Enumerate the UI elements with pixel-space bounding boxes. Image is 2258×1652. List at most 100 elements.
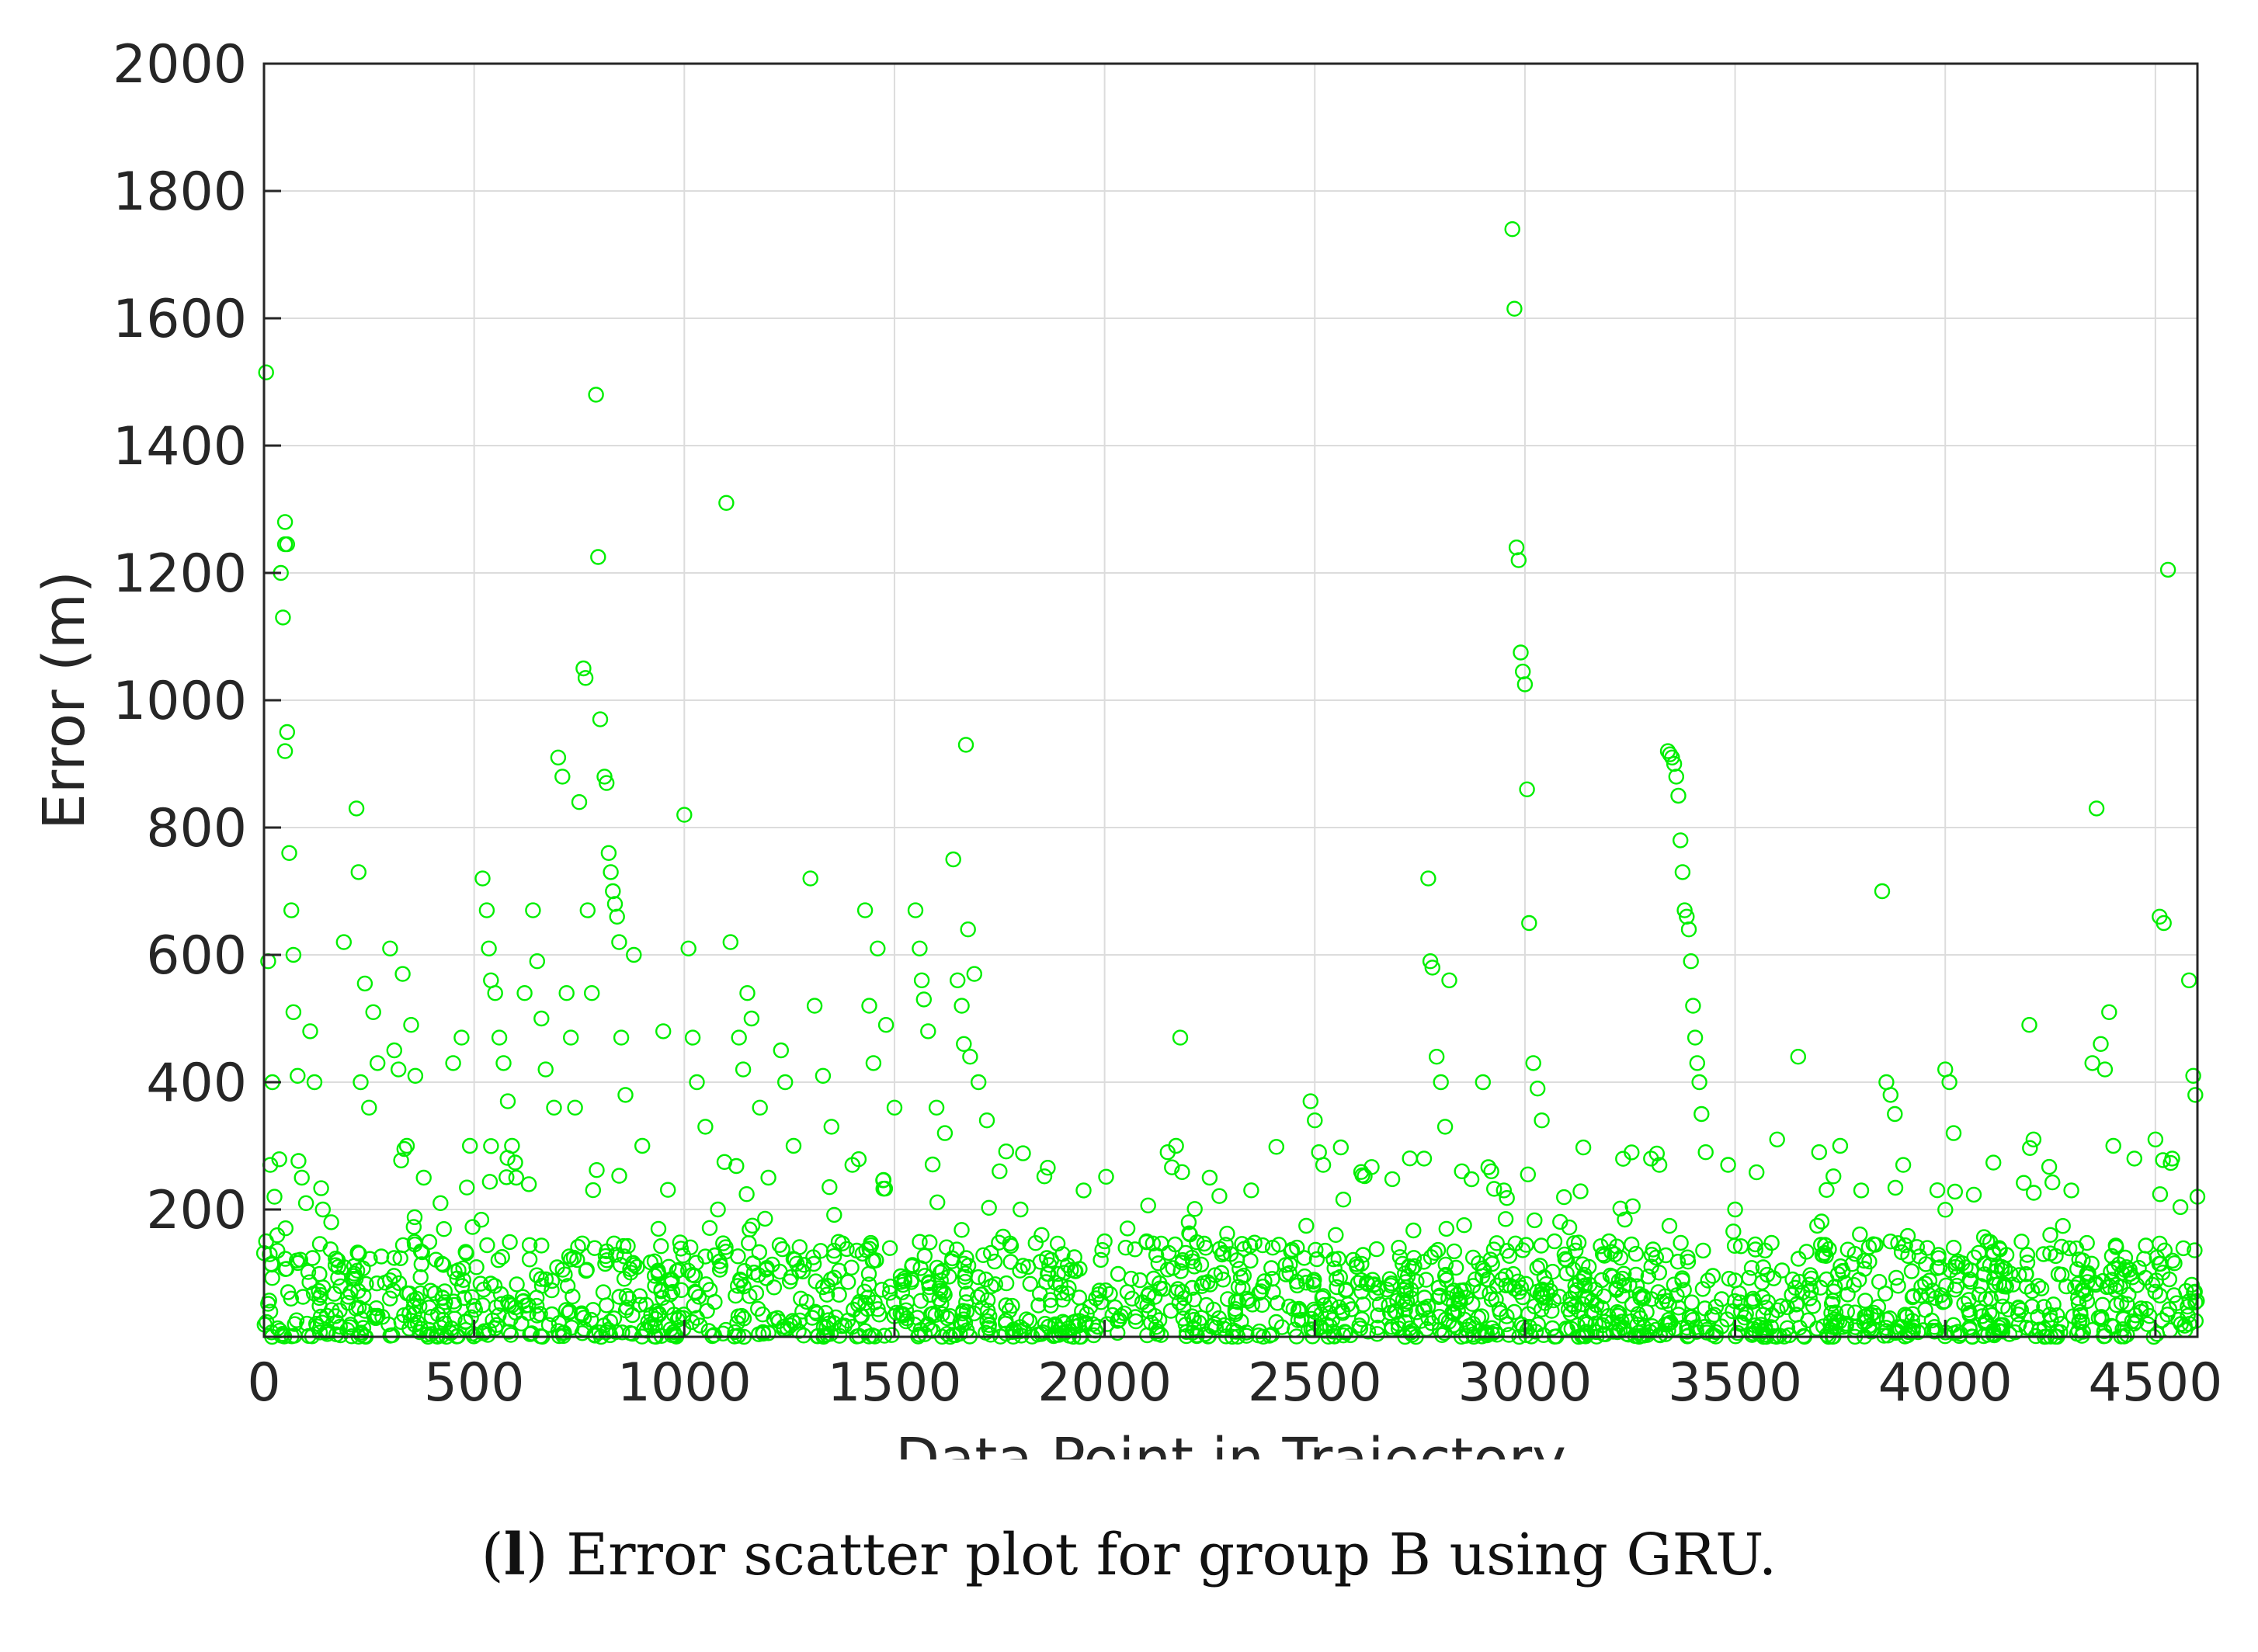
data-point xyxy=(1704,1268,1721,1284)
data-point xyxy=(1390,1320,1407,1337)
data-point xyxy=(1962,1262,1979,1279)
data-point xyxy=(277,1251,294,1267)
data-point xyxy=(707,1293,723,1310)
data-point xyxy=(2068,1240,2085,1257)
data-point xyxy=(1552,1213,1568,1230)
data-point xyxy=(1594,1246,1611,1262)
data-point xyxy=(966,966,983,982)
data-point xyxy=(328,1250,344,1267)
data-point xyxy=(1334,1305,1351,1321)
data-point xyxy=(2019,1255,2036,1271)
data-point xyxy=(1429,1241,1447,1258)
data-point xyxy=(1706,1307,1723,1323)
data-point xyxy=(558,1302,575,1318)
data-point xyxy=(1305,1301,1322,1318)
data-point xyxy=(1652,1327,1668,1343)
data-point xyxy=(1668,769,1685,785)
data-point xyxy=(1148,1247,1165,1264)
data-point xyxy=(1811,1144,1828,1161)
data-point xyxy=(1056,1315,1073,1332)
data-point xyxy=(1887,1179,1904,1196)
data-point xyxy=(806,998,823,1014)
data-point xyxy=(730,1308,747,1324)
data-point xyxy=(687,1285,704,1301)
data-point xyxy=(595,1284,612,1300)
data-point xyxy=(2103,1248,2121,1265)
data-point xyxy=(1529,1080,1546,1097)
data-point xyxy=(1909,1239,1926,1255)
data-point xyxy=(1145,1235,1162,1252)
data-point xyxy=(1123,1270,1139,1287)
data-point xyxy=(1670,1307,1687,1323)
data-point xyxy=(1595,1326,1612,1342)
data-point xyxy=(1369,1326,1385,1342)
data-point xyxy=(1316,1296,1332,1314)
data-point xyxy=(1519,781,1535,797)
data-point xyxy=(1002,1235,1019,1252)
y-tick-label: 1200 xyxy=(113,543,247,605)
data-point xyxy=(300,1264,317,1280)
data-point xyxy=(436,1220,452,1237)
data-point xyxy=(2172,1199,2189,1216)
data-point xyxy=(1748,1164,1765,1181)
data-point xyxy=(1615,1319,1632,1336)
data-point xyxy=(760,1325,776,1341)
data-point xyxy=(893,1274,909,1290)
data-point xyxy=(644,1318,660,1335)
data-point xyxy=(1353,1311,1370,1328)
data-point xyxy=(1981,1304,1998,1321)
data-point xyxy=(1904,1289,1921,1306)
data-point xyxy=(655,1289,671,1307)
data-point xyxy=(1515,1319,1532,1336)
data-point xyxy=(934,1306,950,1322)
data-point xyxy=(483,1138,499,1154)
data-point xyxy=(1532,1286,1548,1303)
data-point xyxy=(294,1169,310,1186)
data-point xyxy=(1278,1266,1294,1282)
data-point xyxy=(1948,1277,1965,1294)
data-point xyxy=(2042,1245,2058,1262)
data-point xyxy=(766,1279,783,1296)
data-point xyxy=(642,1254,658,1271)
data-point xyxy=(1516,676,1534,692)
data-point xyxy=(1623,1236,1640,1253)
data-point xyxy=(1527,1212,1543,1229)
data-point xyxy=(884,1327,900,1343)
data-point xyxy=(672,1241,690,1257)
data-point xyxy=(436,1298,452,1315)
data-point xyxy=(481,940,497,957)
data-point xyxy=(1383,1277,1399,1294)
data-point xyxy=(2101,1004,2117,1021)
data-point xyxy=(870,940,886,957)
scatter-chart: 0 500 1000 1500 2000 2500 3000 3500 4000 4500 200… xyxy=(31,34,2222,1459)
data-point xyxy=(290,1067,306,1085)
data-point xyxy=(660,1182,676,1198)
data-point xyxy=(956,1036,972,1053)
data-point xyxy=(1534,1112,1550,1129)
data-point xyxy=(277,1220,294,1237)
data-point xyxy=(998,1143,1015,1160)
data-point xyxy=(912,1234,928,1250)
data-point xyxy=(758,1270,775,1286)
data-point xyxy=(1643,1246,1660,1263)
data-point xyxy=(981,1199,997,1216)
data-point xyxy=(554,1262,571,1278)
data-point xyxy=(1890,1278,1906,1294)
data-point xyxy=(386,1042,402,1059)
data-point xyxy=(1513,644,1529,661)
data-point xyxy=(396,1307,412,1324)
data-point xyxy=(2061,1240,2078,1257)
data-point xyxy=(1329,1279,1345,1296)
data-point xyxy=(1798,1244,1815,1260)
data-point xyxy=(578,1262,595,1278)
data-point xyxy=(498,1169,515,1185)
data-point xyxy=(1900,1248,1916,1265)
data-point xyxy=(290,1153,307,1169)
data-point xyxy=(382,1272,398,1289)
data-point xyxy=(1222,1246,1239,1262)
data-point xyxy=(302,1023,318,1039)
data-point xyxy=(349,1244,366,1261)
data-point xyxy=(760,1169,776,1186)
data-point xyxy=(850,1296,867,1313)
data-point xyxy=(412,1243,429,1260)
